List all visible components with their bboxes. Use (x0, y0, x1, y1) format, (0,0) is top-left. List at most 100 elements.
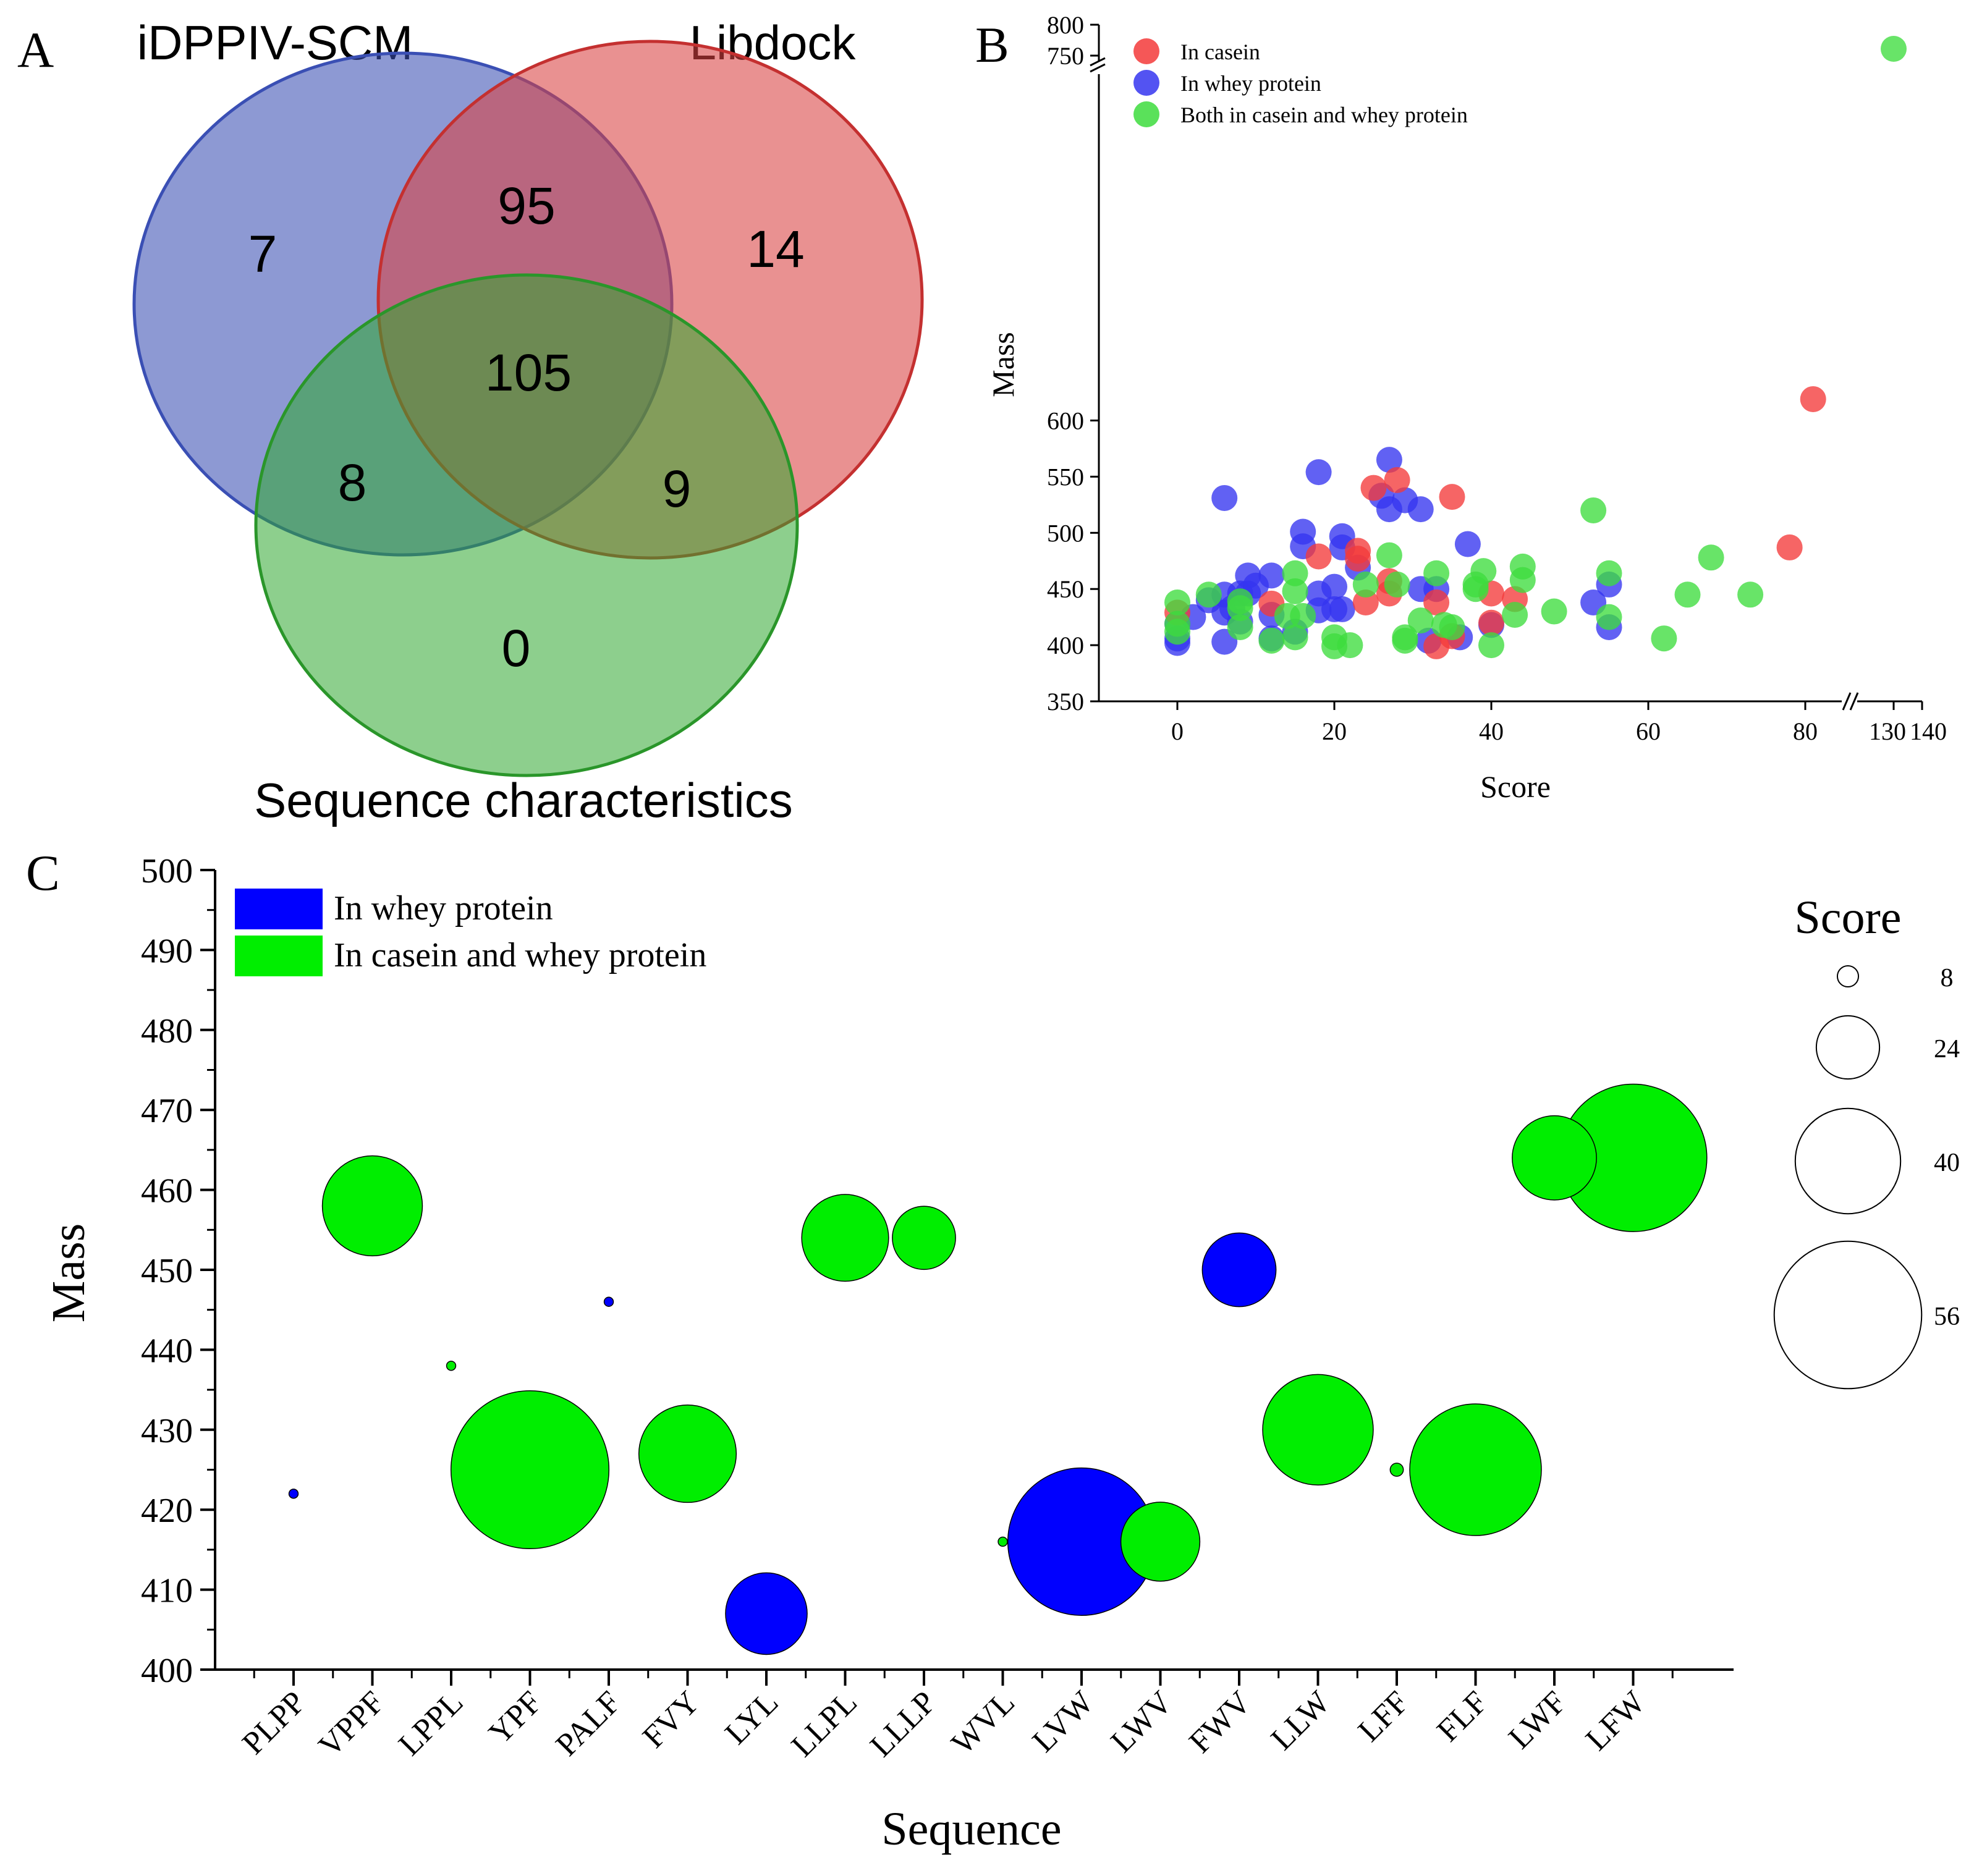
bubble-x-tick-label: LYL (718, 1684, 785, 1751)
scatter-x-tick-label: 130 (1869, 717, 1906, 745)
bubble-y-tick-label: 440 (141, 1332, 193, 1370)
panel-label-c: C (26, 845, 60, 901)
bubble-y-tick-label: 430 (141, 1412, 193, 1450)
bubble-y-tick-label: 470 (141, 1092, 193, 1130)
bubble-lwf (1512, 1115, 1597, 1201)
bubble-y-tick-label: 400 (141, 1652, 193, 1690)
scatter-point (1674, 581, 1701, 608)
venn-diagram: A iDPPIV-SCM Libdock Sequence characteri… (17, 15, 924, 827)
bubble-x-tick-label: PALF (549, 1684, 628, 1763)
scatter-axes: 350 400 450 500 550 600 750 800 0 20 40 60 80 130 140 (1047, 11, 1947, 745)
venn-set-label-sequence: Sequence characteristics (254, 773, 792, 827)
bubble-x-tick-label: LLW (1264, 1684, 1337, 1757)
bubble-fvy (638, 1405, 737, 1503)
scatter-legend-marker (1133, 101, 1159, 127)
scatter-point (1470, 558, 1497, 585)
size-legend-label: 24 (1934, 1035, 1960, 1063)
venn-count-idppiv-sequence: 8 (338, 454, 367, 512)
scatter-y-tick-label: 400 (1047, 632, 1084, 659)
bubble-x-tick-label: LLLP (863, 1684, 943, 1764)
bubble-legend-swatch (235, 889, 323, 929)
bubble-wvl (998, 1536, 1008, 1547)
scatter-point (1407, 607, 1434, 634)
bubble-fwv (1201, 1232, 1277, 1308)
scatter-legend-marker (1133, 38, 1159, 64)
scatter-point (1596, 560, 1622, 586)
scatter-y-tick-label: 800 (1047, 11, 1084, 39)
scatter-point (1282, 578, 1308, 604)
bubble-ypf (450, 1390, 610, 1550)
scatter-x-break-mark (1849, 692, 1859, 711)
scatter-point (1478, 609, 1504, 636)
bubble-lwv (1120, 1502, 1201, 1582)
size-legend-label: 40 (1934, 1149, 1960, 1177)
scatter-point (1423, 560, 1450, 586)
scatter-y-tick-label: 500 (1047, 519, 1084, 547)
scatter-point (1376, 542, 1402, 568)
bubble-plpp (288, 1489, 299, 1499)
scatter-chart: B 350 400 450 500 550 600 750 800 0 20 40 60 80 130 14… (975, 11, 1947, 804)
scatter-point (1423, 589, 1450, 616)
scatter-point (1195, 581, 1222, 608)
bubble-x-tick-label: LWV (1104, 1684, 1179, 1759)
bubble-x-tick-label: FLF (1430, 1684, 1494, 1749)
bubble-y-tick-label: 500 (141, 852, 193, 890)
bubble-flf (1409, 1403, 1542, 1536)
scatter-point (1345, 538, 1371, 564)
scatter-x-tick-label: 60 (1636, 717, 1661, 745)
bubble-x-tick-label: LLPL (785, 1684, 864, 1764)
scatter-point (1580, 497, 1607, 523)
scatter-point (1478, 632, 1504, 659)
bubble-x-tick-label: VPPF (312, 1684, 391, 1764)
bubble-y-tick-label: 420 (141, 1492, 193, 1530)
bubble-axes: 400 410 420 430 440 450 460 470 480 490 500 PLPP VPP… (141, 852, 1734, 1764)
bubble-points (288, 1083, 1708, 1655)
scatter-y-tick-label: 750 (1047, 42, 1084, 70)
scatter-point (1502, 602, 1528, 628)
scatter-point (1376, 447, 1402, 473)
scatter-y-tick-label: 550 (1047, 463, 1084, 491)
size-legend-label: 8 (1941, 964, 1954, 992)
venn-count-idppiv-only: 7 (248, 225, 277, 283)
scatter-x-break-mark (1842, 692, 1852, 711)
scatter-x-tick-label: 20 (1322, 717, 1347, 745)
scatter-legend-marker (1133, 70, 1159, 96)
scatter-point (1227, 614, 1253, 641)
scatter-y-break-mark (1090, 57, 1106, 67)
scatter-y-break-mark (1090, 63, 1106, 73)
scatter-point (1541, 598, 1567, 625)
scatter-points (1164, 36, 1907, 659)
venn-count-idppiv-libdock: 95 (498, 177, 555, 235)
scatter-legend: In casein In whey protein Both in casein a… (1133, 38, 1468, 127)
scatter-point (1321, 573, 1347, 600)
venn-count-all-three: 105 (485, 344, 572, 402)
size-legend-circle (1815, 1015, 1881, 1080)
bubble-y-tick-label: 460 (141, 1172, 193, 1211)
scatter-x-tick-label: 80 (1793, 717, 1818, 745)
venn-count-libdock-only: 14 (747, 220, 804, 278)
scatter-point (1282, 560, 1308, 586)
scatter-point (1227, 595, 1253, 622)
scatter-x-tick-label: 140 (1910, 717, 1947, 745)
bubble-x-axis-title: Sequence (881, 1803, 1061, 1855)
scatter-legend-label: In casein (1180, 40, 1260, 64)
venn-count-sequence-only: 0 (502, 619, 531, 677)
scatter-point (1258, 562, 1285, 589)
scatter-point (1737, 581, 1764, 608)
scatter-point (1698, 544, 1724, 571)
bubble-x-tick-label: LVW (1026, 1684, 1101, 1759)
scatter-legend-label: In whey protein (1180, 71, 1321, 96)
bubble-y-tick-label: 450 (141, 1252, 193, 1290)
bubble-chart: C 400 410 420 430 440 450 460 470 480 490 500 PLPP V… (26, 845, 1960, 1855)
scatter-point (1305, 543, 1332, 570)
scatter-point (1392, 624, 1418, 651)
bubble-legend-label: In casein and whey protein (334, 936, 706, 974)
scatter-point (1407, 496, 1434, 523)
bubble-x-tick-label: LWF (1502, 1684, 1573, 1756)
bubble-y-tick-label: 480 (141, 1012, 193, 1050)
scatter-x-axis-title: Score (1480, 769, 1551, 804)
panel-label-b: B (975, 17, 1009, 73)
bubble-x-tick-label: LFF (1352, 1684, 1416, 1749)
scatter-y-axis-title: Mass (986, 332, 1020, 397)
scatter-point (1164, 589, 1190, 616)
